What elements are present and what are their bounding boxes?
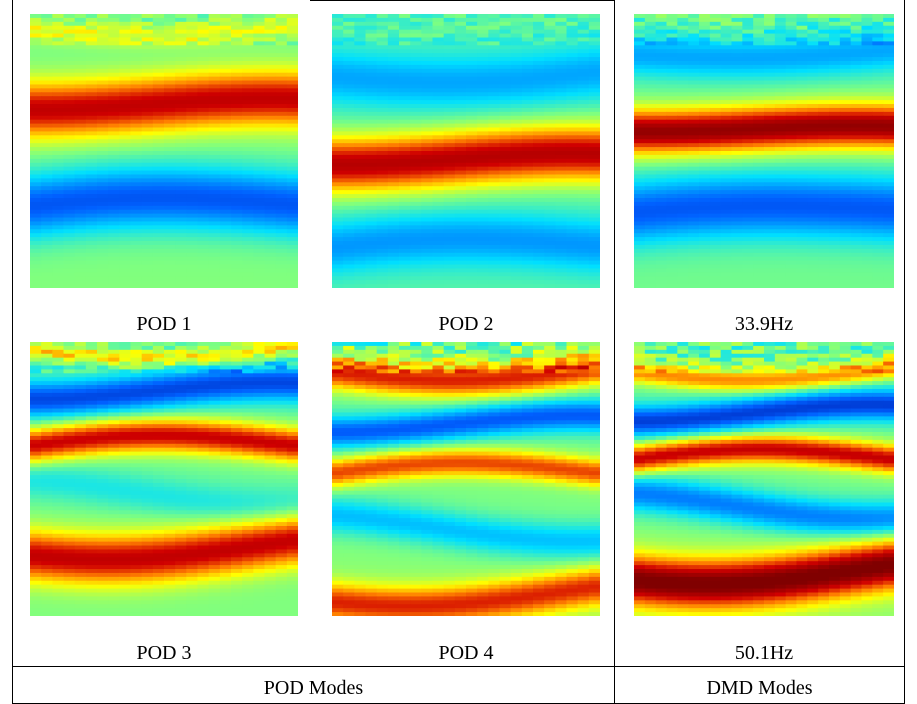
caption-pod4: POD 4 — [438, 642, 494, 664]
caption-pod1: POD 1 — [136, 313, 192, 335]
caption-dmd2: 50.1Hz — [734, 642, 794, 664]
panel-pod4 — [332, 342, 600, 616]
mode-field-pod4 — [332, 342, 600, 616]
panel-pod1 — [30, 14, 298, 288]
table-group-divider — [614, 0, 615, 704]
mode-field-dmd2 — [634, 342, 894, 616]
caption-pod2: POD 2 — [438, 313, 494, 335]
mode-field-pod1 — [30, 14, 298, 288]
mode-field-dmd1 — [634, 14, 894, 288]
caption-pod3: POD 3 — [136, 642, 192, 664]
mode-field-pod3 — [30, 342, 298, 616]
table-top-rule — [310, 0, 615, 1]
table-footer-rule — [12, 666, 905, 667]
panel-pod3 — [30, 342, 298, 616]
pod-modes-header: POD Modes — [263, 677, 364, 699]
panel-pod2 — [332, 14, 600, 288]
mode-field-pod2 — [332, 14, 600, 288]
dmd-modes-header: DMD Modes — [706, 677, 813, 699]
panel-dmd2 — [634, 342, 902, 616]
caption-dmd1: 33.9Hz — [734, 313, 794, 335]
table-right-border — [904, 0, 905, 704]
panel-dmd1 — [634, 14, 902, 288]
table-left-border — [12, 0, 13, 704]
